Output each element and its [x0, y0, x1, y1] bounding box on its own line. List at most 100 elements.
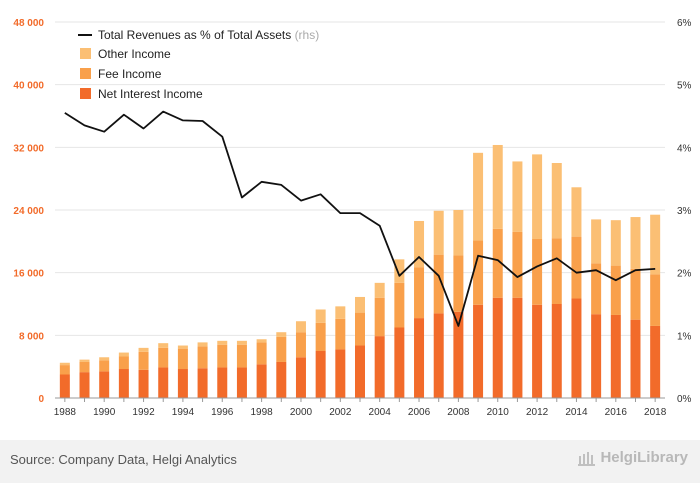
bar-fee-income: [79, 361, 90, 373]
y-tick-right: 5%: [677, 81, 692, 92]
bar-other-income: [453, 210, 464, 256]
bar-fee-income: [217, 344, 228, 368]
bar-fee-income: [512, 231, 523, 298]
bar-net-interest-income: [374, 336, 385, 398]
bar-other-income: [414, 220, 425, 268]
bar-other-income: [492, 144, 503, 229]
bar-fee-income: [650, 274, 661, 326]
bar-series: [59, 144, 661, 398]
bar-fee-income: [99, 360, 110, 372]
bar-other-income: [197, 342, 208, 347]
x-tick-label: 2016: [605, 407, 628, 418]
bar-fee-income: [118, 356, 129, 370]
bar-net-interest-income: [197, 368, 208, 398]
y-tick-left: 24 000: [13, 206, 44, 217]
legend-label-line: Total Revenues as % of Total Assets (rhs…: [98, 28, 319, 42]
bar-fee-income: [355, 312, 365, 346]
bar-net-interest-income: [315, 351, 326, 398]
y-tick-right: 2%: [677, 269, 692, 280]
bar-other-income: [236, 340, 247, 345]
bar-fee-income: [473, 240, 484, 305]
x-tick-label: 2010: [487, 407, 510, 418]
bar-net-interest-income: [276, 361, 287, 398]
bar-other-income: [650, 214, 661, 275]
legend-item: Net Interest Income: [80, 87, 203, 101]
bar-net-interest-income: [571, 298, 582, 398]
bar-other-income: [79, 359, 90, 362]
bar-net-interest-income: [650, 325, 661, 398]
bar-net-interest-income: [610, 314, 621, 398]
bar-other-income: [374, 282, 385, 298]
bar-fee-income: [177, 348, 188, 370]
gridlines: [55, 21, 665, 336]
y-tick-right: 0%: [677, 394, 692, 405]
y-tick-right: 6%: [677, 18, 692, 29]
bar-other-income: [315, 309, 326, 323]
legend-item: Fee Income: [80, 67, 162, 81]
source-note: Source: Company Data, Helgi Analytics: [10, 452, 237, 467]
bar-other-income: [394, 259, 405, 283]
legend-swatch: [80, 48, 91, 59]
y-tick-left: 8 000: [19, 331, 44, 342]
bar-net-interest-income: [236, 367, 247, 398]
bar-net-interest-income: [335, 349, 346, 398]
bar-fee-income: [453, 255, 464, 312]
bar-fee-income: [374, 297, 385, 337]
bar-other-income: [512, 161, 523, 232]
bar-other-income: [551, 163, 562, 239]
x-tick-label: 1992: [132, 407, 155, 418]
legend-label: Fee Income: [98, 67, 162, 81]
bar-net-interest-income: [551, 304, 562, 398]
bar-net-interest-income: [217, 367, 228, 398]
x-tick-label: 2004: [369, 407, 392, 418]
legend-label: Net Interest Income: [98, 87, 203, 101]
bar-other-income: [99, 357, 110, 361]
bar-fee-income: [335, 318, 346, 350]
bar-net-interest-income: [256, 364, 267, 398]
bar-fee-income: [276, 336, 287, 362]
bar-other-income: [571, 187, 582, 237]
x-tick-label: 1990: [93, 407, 116, 418]
x-tick-label: 2018: [644, 407, 667, 418]
x-tick-label: 2008: [447, 407, 470, 418]
bar-fee-income: [591, 263, 602, 315]
bar-net-interest-income: [630, 319, 641, 398]
bar-net-interest-income: [591, 314, 602, 398]
y-tick-left: 32 000: [13, 143, 44, 154]
bar-net-interest-income: [473, 304, 484, 398]
bar-fee-income: [433, 254, 444, 314]
legend: Total Revenues as % of Total Assets (rhs…: [78, 28, 319, 101]
brand-name: HelgiLibrary: [600, 449, 688, 466]
bar-net-interest-income: [79, 372, 90, 398]
bar-net-interest-income: [492, 297, 503, 398]
bar-other-income: [433, 210, 444, 255]
bar-net-interest-income: [138, 369, 149, 398]
x-tick-label: 2012: [526, 407, 549, 418]
bar-net-interest-income: [158, 367, 169, 398]
bar-other-income: [591, 219, 602, 264]
bar-fee-income: [138, 351, 149, 370]
bar-other-income: [610, 220, 621, 266]
bar-net-interest-income: [99, 371, 110, 398]
bar-net-interest-income: [414, 318, 425, 398]
legend-swatch: [80, 68, 91, 79]
bar-other-income: [158, 343, 169, 348]
legend-swatch: [80, 88, 91, 99]
y-tick-right: 4%: [677, 143, 692, 154]
bar-fee-income: [571, 236, 582, 299]
bar-net-interest-income: [177, 369, 188, 398]
x-tick-label: 2006: [408, 407, 431, 418]
bar-net-interest-income: [512, 297, 523, 398]
bar-net-interest-income: [394, 327, 405, 398]
bar-fee-income: [315, 322, 326, 351]
bar-fee-income: [394, 282, 405, 328]
bar-net-interest-income: [118, 369, 129, 398]
x-tick-label: 2002: [329, 407, 352, 418]
bar-fee-income: [256, 342, 267, 365]
bar-other-income: [217, 340, 228, 345]
bar-net-interest-income: [433, 313, 444, 398]
y-tick-left: 0: [38, 394, 44, 405]
footer: Source: Company Data, Helgi Analytics He…: [0, 440, 700, 483]
legend-label: Other Income: [98, 47, 171, 61]
bar-other-income: [295, 321, 306, 333]
